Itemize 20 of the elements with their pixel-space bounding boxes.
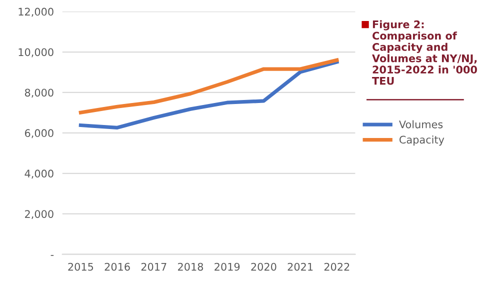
line-series <box>78 58 339 114</box>
y-tick-label: 2,000 <box>25 210 54 220</box>
y-tick-label: 8,000 <box>24 88 54 98</box>
x-tick-label: 2018 <box>178 262 204 271</box>
text: Figure 2: Comparison of Capacity and Volumes at NY/NJ, 2015-2022 in '000 TEU <box>372 20 477 85</box>
x-tick-label: 2022 <box>324 262 350 271</box>
y-tick-label: - <box>50 255 54 256</box>
line-series <box>78 60 339 130</box>
x-tick-label: 2016 <box>104 262 130 271</box>
y-tick-label: 10,000 <box>18 48 54 58</box>
x-tick-label: 2021 <box>288 262 313 271</box>
legend-label: Capacity <box>400 136 444 146</box>
legend-label: Volumes <box>399 120 443 128</box>
y-tick-label: 12,000 <box>18 8 54 17</box>
x-tick-label: 2015 <box>68 262 94 271</box>
y-tick-label: 4,000 <box>24 170 54 179</box>
y-tick-label: 6,000 <box>24 129 54 138</box>
x-tick-label: 2020 <box>251 262 276 271</box>
x-tick-label: 2017 <box>141 262 166 271</box>
x-tick-label: 2019 <box>214 262 240 271</box>
